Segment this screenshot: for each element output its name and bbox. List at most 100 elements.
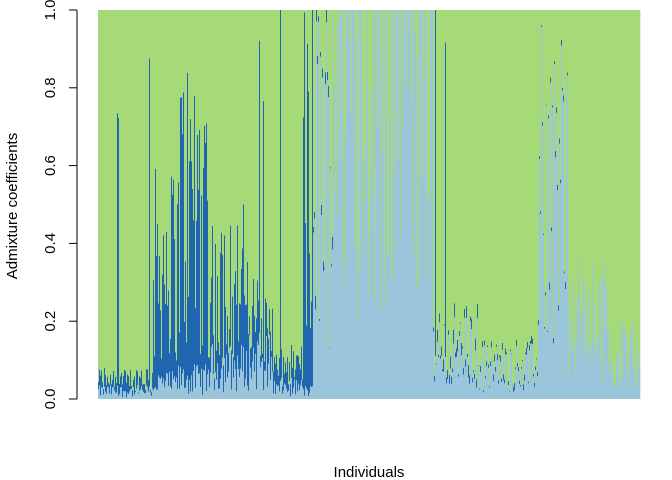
bar-segment-light-blue	[142, 390, 144, 399]
bar-segment-light-blue	[490, 366, 492, 399]
bar-segment-dark-blue	[258, 300, 260, 346]
bar-segment-light-blue	[357, 323, 359, 399]
bar-segment-green	[497, 10, 499, 355]
bar-segment-green	[481, 10, 483, 359]
bar-segment-light-blue	[542, 125, 544, 400]
bar-segment-light-blue	[234, 360, 236, 399]
bar-segment-dark-blue	[548, 115, 550, 119]
bar-segment-light-blue	[450, 368, 452, 399]
bar-segment-dark-blue	[142, 384, 144, 391]
bar-segment-light-blue	[638, 353, 640, 399]
bar-segment-light-blue	[143, 391, 145, 399]
bar-segment-light-blue	[525, 354, 527, 399]
bar-segment-dark-blue	[186, 342, 188, 380]
bar-segment-green	[189, 10, 191, 162]
bar-segment-light-blue	[569, 292, 571, 399]
bar-segment-green	[593, 10, 595, 340]
bar-segment-light-blue	[313, 232, 315, 399]
bar-segment-dark-blue	[319, 318, 321, 321]
bar-segment-dark-blue	[216, 350, 218, 380]
bar-segment-green	[601, 10, 603, 276]
bar-segment-green	[345, 10, 347, 130]
bar-segment-light-blue	[540, 213, 542, 399]
bar-segment-light-blue	[597, 341, 599, 399]
bar-segment-green	[449, 10, 451, 376]
bar-segment-dark-blue	[558, 305, 560, 311]
bar-segment-dark-blue	[484, 340, 486, 346]
bar-segment-green	[285, 10, 287, 363]
bar-segment-green	[251, 10, 253, 347]
bar-segment-light-blue	[532, 344, 534, 399]
bar-segment-light-blue	[104, 386, 106, 399]
bar-segment-dark-blue	[564, 271, 566, 274]
bar-segment-light-blue	[523, 390, 525, 399]
bar-segment-light-blue	[249, 335, 251, 399]
bar-segment-light-blue	[364, 143, 366, 399]
bar-segment-light-blue	[120, 387, 122, 399]
bar-segment-green	[476, 10, 478, 380]
bar-segment-light-blue	[565, 289, 567, 399]
bar-segment-green	[123, 10, 125, 376]
bar-segment-dark-blue	[472, 377, 474, 383]
bar-segment-green	[321, 10, 323, 205]
bar-segment-light-blue	[318, 22, 320, 400]
bar-segment-green	[550, 10, 552, 78]
bar-segment-light-blue	[281, 378, 283, 399]
bar-segment-green	[445, 10, 447, 43]
bar-segment-light-blue	[180, 366, 182, 399]
bar-segment-light-blue	[447, 379, 449, 399]
bar-segment-light-blue	[401, 235, 403, 399]
bar-segment-light-blue	[578, 259, 580, 399]
bar-segment-light-blue	[169, 371, 171, 399]
bar-segment-green	[580, 10, 582, 314]
bar-segment-green	[595, 10, 597, 356]
bar-segment-light-blue	[194, 364, 196, 399]
bar-segment-green	[118, 10, 120, 118]
bar-segment-dark-blue	[185, 261, 187, 388]
bar-segment-dark-blue	[111, 384, 113, 395]
bar-segment-green	[260, 10, 262, 356]
bar-segment-dark-blue	[103, 388, 105, 395]
bar-segment-light-blue	[462, 348, 464, 399]
bar-segment-green	[458, 10, 460, 375]
bar-segment-light-blue	[121, 386, 123, 399]
bar-segment-dark-blue	[190, 119, 192, 392]
bar-segment-light-blue	[368, 236, 370, 399]
bar-segment-light-blue	[496, 346, 498, 399]
bar-segment-green	[286, 10, 288, 373]
bar-segment-dark-blue	[499, 354, 501, 358]
bar-segment-light-blue	[150, 392, 152, 399]
bar-segment-light-blue	[145, 393, 147, 399]
bar-segment-light-blue	[510, 351, 512, 399]
bar-segment-green	[337, 10, 339, 218]
bar-segment-light-blue	[193, 370, 195, 399]
bar-segment-light-blue	[596, 348, 598, 399]
bar-segment-dark-blue	[231, 350, 233, 390]
bar-segment-dark-blue	[479, 388, 481, 390]
bar-segment-green	[609, 10, 611, 327]
bar-segment-light-blue	[442, 371, 444, 399]
bar-segment-green	[555, 10, 557, 151]
bar-segment-light-blue	[276, 384, 278, 399]
bar-segment-light-blue	[335, 188, 337, 399]
bar-segment-dark-blue	[467, 353, 469, 357]
bar-segment-green	[332, 10, 334, 237]
bar-segment-dark-blue	[452, 368, 454, 373]
bar-segment-dark-blue	[448, 330, 450, 335]
bar-segment-light-blue	[404, 10, 406, 399]
bar-segment-light-blue	[571, 344, 573, 399]
bar-segment-dark-blue	[121, 372, 123, 387]
bar-segment-green	[364, 10, 366, 144]
bar-segment-dark-blue	[296, 355, 298, 381]
bar-segment-green	[139, 10, 141, 377]
bar-segment-green	[477, 10, 479, 304]
bar-segment-light-blue	[259, 332, 261, 399]
bar-segment-light-blue	[576, 298, 578, 399]
bar-segment-dark-blue	[437, 329, 439, 343]
bar-segment-light-blue	[203, 370, 205, 399]
bar-segment-light-blue	[370, 171, 372, 399]
bar-segment-light-blue	[282, 393, 284, 399]
bar-segment-light-blue	[263, 390, 265, 399]
bar-segment-green	[146, 10, 148, 370]
bar-segment-light-blue	[166, 372, 168, 399]
